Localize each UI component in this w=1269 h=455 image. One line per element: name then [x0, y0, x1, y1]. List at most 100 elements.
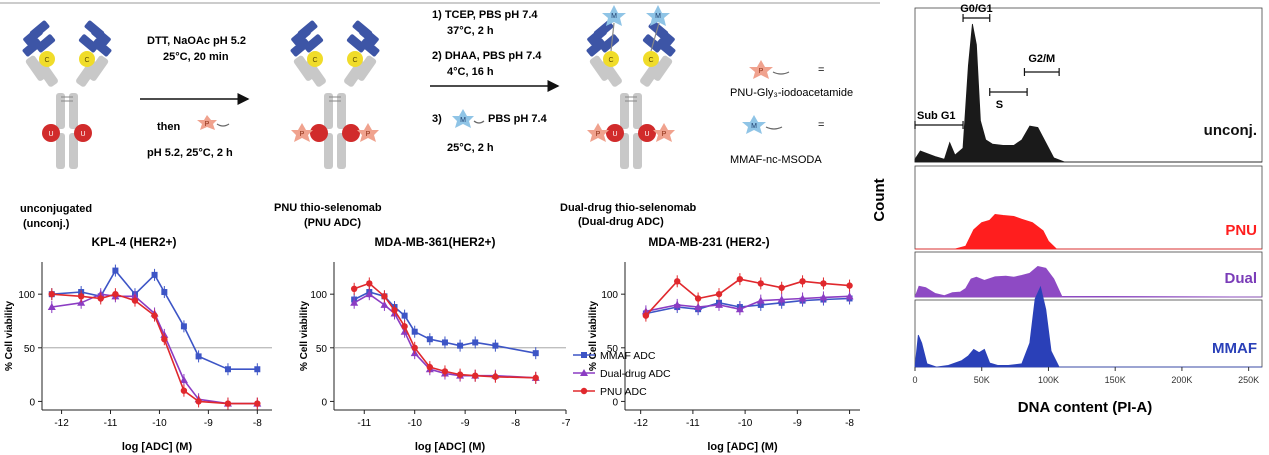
sec-letter: U	[48, 131, 53, 138]
histogram-label: Dual	[1224, 270, 1257, 287]
x-tick-label: -12	[54, 418, 69, 429]
data-point	[457, 342, 464, 349]
pnu-letter: P	[300, 131, 305, 138]
chart-title: KPL-4 (HER2+)	[91, 235, 176, 249]
x-tick-label: -9	[461, 418, 470, 429]
data-point	[673, 300, 682, 308]
step2-l1: 1) TCEP, PBS pH 7.4	[432, 9, 538, 21]
sec-site	[638, 124, 656, 142]
sec-letter: U	[80, 131, 85, 138]
cys-letter: C	[312, 57, 317, 64]
label-unconj-2: (unconj.)	[23, 218, 70, 230]
x-axis-label: log [ADC] (M)	[415, 441, 486, 453]
data-point	[694, 295, 702, 302]
x-tick-label: -9	[204, 418, 213, 429]
label-unconj-1: unconjugated	[20, 203, 92, 215]
data-point	[778, 284, 785, 291]
data-point	[401, 323, 408, 330]
data-point	[411, 328, 418, 335]
mmaf-star-icon	[602, 5, 626, 26]
equals-sign: =	[818, 119, 824, 131]
x-tick-label: 100K	[1038, 375, 1059, 385]
step2-l7: 25°C, 2 h	[447, 142, 494, 154]
pnu-letter: P	[759, 68, 764, 75]
data-point	[224, 400, 232, 407]
step2-l4: 4°C, 16 h	[447, 66, 494, 78]
step1-then: then	[157, 121, 181, 133]
mmaf-letter: M	[751, 123, 757, 130]
x-axis-label: log [ADC] (M)	[122, 441, 193, 453]
sec-letter: U	[612, 131, 617, 138]
pnu-letter: P	[205, 121, 210, 128]
x-tick-label: -12	[633, 418, 648, 429]
data-point	[401, 312, 408, 319]
y-tick-label: 0	[321, 397, 327, 408]
data-point	[151, 312, 158, 319]
gate-label: G2/M	[1028, 53, 1055, 65]
data-point	[48, 290, 55, 298]
data-point	[254, 400, 261, 407]
mmaf-star-icon	[646, 5, 670, 26]
histogram-frame	[914, 165, 1263, 250]
data-point	[112, 267, 119, 274]
charts: KPL-4 (HER2+) 0 50 100 -12 -11 -10 -9 -8 log [ADC…	[4, 3, 1263, 453]
data-point	[441, 339, 448, 346]
sec-site	[42, 124, 60, 142]
dose-response-chart: KPL-4 (HER2+) 0 50 100 -12 -11 -10 -9 -8 log [ADC…	[4, 235, 272, 453]
pnu-star-icon	[357, 123, 379, 142]
legend-marker	[580, 369, 588, 376]
x-tick-label: -8	[845, 418, 854, 429]
cys-site	[39, 51, 55, 67]
x-tick-label: -10	[738, 418, 753, 429]
legend-label: MMAF ADC	[600, 350, 656, 362]
antibody-dual-adc: C C M M U U P P	[585, 5, 677, 170]
linker-icon	[216, 123, 230, 127]
cys-site	[79, 51, 95, 67]
data-point	[735, 305, 744, 313]
reaction-step-1: DTT, NaOAc pH 5.2 25°C, 20 min then P pH…	[140, 35, 250, 159]
histogram-label: PNU	[1225, 222, 1257, 239]
pnu-letter: P	[662, 131, 667, 138]
x-tick-label: -11	[686, 418, 700, 429]
x-tick-label: 200K	[1171, 375, 1192, 385]
cys-site	[307, 51, 323, 67]
x-tick-label: -10	[407, 418, 422, 429]
sec-letter: U	[644, 131, 649, 138]
chart-title: MDA-MB-231 (HER2-)	[648, 235, 769, 249]
step1-line2: 25°C, 20 min	[163, 51, 229, 63]
data-point	[736, 275, 744, 283]
data-point	[254, 366, 261, 373]
data-point	[819, 293, 828, 301]
data-point	[131, 297, 139, 304]
mmaf-star-icon	[742, 115, 766, 134]
pnu-letter: P	[366, 131, 371, 138]
legend-label: PNU ADC	[600, 386, 647, 398]
data-point	[77, 293, 85, 300]
sec-site	[606, 124, 624, 142]
series-line	[645, 295, 850, 313]
x-tick-label: -11	[104, 418, 118, 429]
y-tick-label: 100	[601, 290, 618, 301]
data-point	[845, 292, 854, 300]
legend-label: Dual-drug ADC	[600, 368, 671, 380]
data-point	[350, 298, 359, 306]
data-point	[47, 303, 56, 311]
linker-icon	[473, 120, 485, 124]
histogram-label: MMAF	[1212, 340, 1257, 357]
y-tick-label: 100	[18, 290, 35, 301]
y-axis-label: % Cell viability	[4, 301, 15, 371]
linker-icon	[772, 71, 790, 75]
x-tick-label: -8	[511, 418, 520, 429]
data-point	[161, 289, 168, 296]
x-tick-label: 250K	[1238, 375, 1259, 385]
data-point	[366, 280, 373, 287]
label-dual-1: Dual-drug thio-selenomab	[560, 202, 697, 214]
pnu-star-icon	[291, 123, 313, 142]
data-point	[456, 371, 464, 378]
data-point	[350, 285, 358, 293]
x-tick-label: -10	[152, 418, 167, 429]
series-line	[645, 297, 850, 315]
drug-legend: P = PNU-Gly₃-iodoacetamide M = MMAF-nc-M…	[730, 60, 853, 166]
x-tick-label: -9	[793, 418, 802, 429]
mmaf-letter: M	[611, 13, 617, 20]
